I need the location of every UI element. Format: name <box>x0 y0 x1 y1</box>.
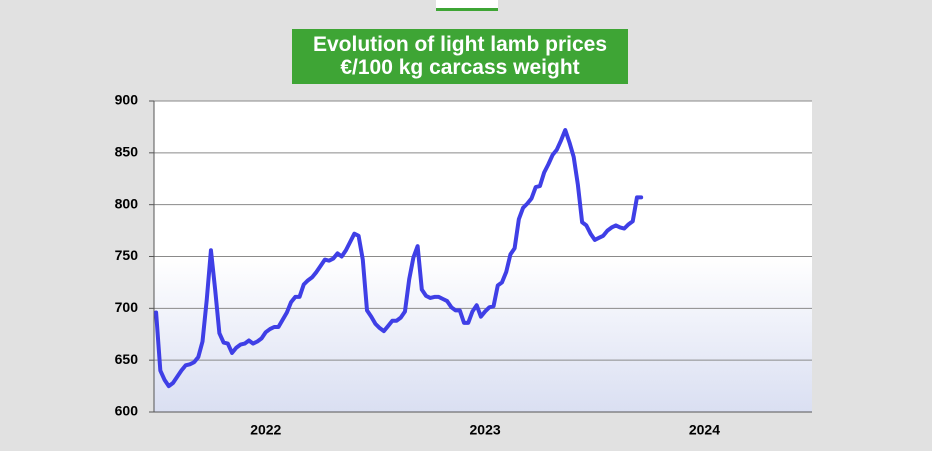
y-tick-label: 600 <box>115 403 139 419</box>
x-tick-label: 2023 <box>470 422 501 438</box>
chart-subtitle: €/100 kg carcass weight <box>340 56 580 79</box>
logo <box>436 0 498 11</box>
x-tick-label: 2022 <box>250 422 281 438</box>
y-tick-label: 750 <box>115 247 139 263</box>
title-box: Evolution of light lamb prices €/100 kg … <box>292 29 628 84</box>
y-tick-label: 800 <box>115 195 139 211</box>
x-tick-label: 2024 <box>689 422 720 438</box>
y-tick-label: 850 <box>115 144 139 160</box>
chart-title: Evolution of light lamb prices <box>312 33 608 56</box>
y-tick-label: 650 <box>115 351 139 367</box>
y-tick-label: 900 <box>115 92 139 108</box>
y-tick-label: 700 <box>115 299 139 315</box>
line-series <box>154 128 644 389</box>
